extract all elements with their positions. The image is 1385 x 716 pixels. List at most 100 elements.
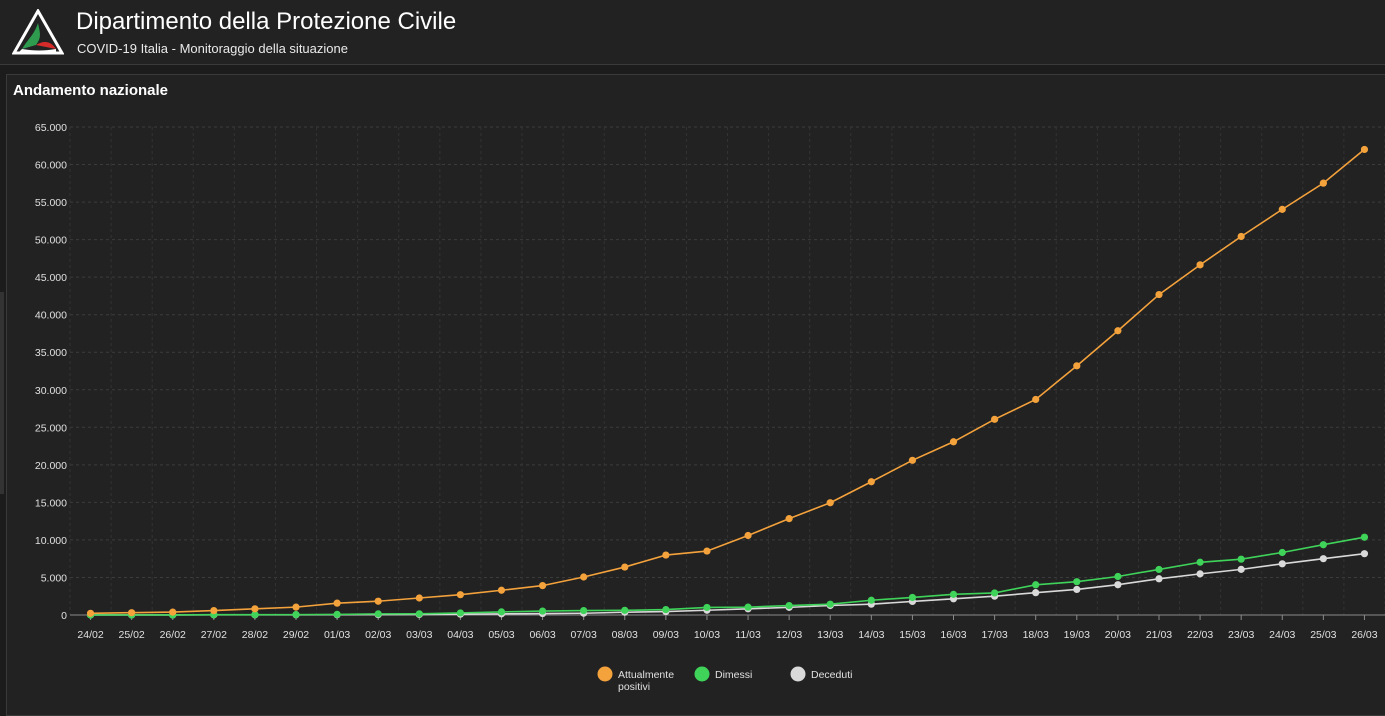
data-point[interactable] [1114, 327, 1122, 335]
data-point[interactable] [1032, 395, 1040, 404]
data-point[interactable] [1073, 362, 1081, 370]
data-point[interactable] [1114, 581, 1122, 589]
x-tick-label: 02/03 [365, 629, 391, 641]
data-point[interactable] [1278, 205, 1286, 213]
data-point[interactable] [703, 603, 711, 612]
data-point[interactable] [1073, 578, 1081, 586]
series-line [90, 148, 1365, 615]
data-point[interactable] [1032, 581, 1040, 589]
x-tick-label: 18/03 [1023, 629, 1049, 641]
data-point[interactable] [1360, 145, 1369, 154]
data-point[interactable] [1319, 179, 1327, 187]
data-point[interactable] [333, 610, 341, 618]
x-tick-label: 05/03 [488, 629, 514, 641]
data-point[interactable] [415, 594, 423, 602]
data-point[interactable] [1196, 558, 1204, 566]
x-tick-label: 21/03 [1146, 629, 1172, 641]
chart-series [86, 145, 1369, 619]
data-point[interactable] [785, 601, 793, 610]
data-point[interactable] [744, 531, 752, 540]
x-tick-label: 20/03 [1105, 629, 1131, 641]
data-point[interactable] [1155, 575, 1163, 583]
data-point[interactable] [538, 607, 547, 615]
data-point[interactable] [1319, 541, 1327, 549]
data-point[interactable] [292, 611, 300, 619]
data-point[interactable] [580, 606, 588, 615]
data-point[interactable] [1196, 261, 1204, 269]
data-point[interactable] [991, 589, 999, 597]
x-tick-label: 16/03 [940, 629, 966, 641]
app-header: Dipartimento della Protezione Civile COV… [0, 0, 1385, 65]
data-point[interactable] [1196, 570, 1204, 578]
y-tick-label: 65.000 [35, 122, 67, 134]
data-point[interactable] [949, 590, 958, 598]
data-point[interactable] [1278, 548, 1286, 557]
data-point[interactable] [128, 609, 136, 617]
data-point[interactable] [1032, 589, 1040, 597]
data-point[interactable] [1319, 555, 1327, 563]
data-point[interactable] [1237, 555, 1245, 563]
data-point[interactable] [1360, 533, 1369, 541]
data-point[interactable] [456, 609, 464, 617]
legend-label: positivi [618, 681, 650, 693]
data-point[interactable] [621, 606, 629, 614]
data-point[interactable] [292, 603, 300, 611]
data-point[interactable] [497, 608, 506, 616]
chart-axes: 0 5.000 10.000 15.000 20.000 25.000 30.000 35.0… [35, 122, 1385, 641]
y-tick-label: 50.000 [35, 235, 67, 247]
data-point[interactable] [86, 609, 95, 617]
data-point[interactable] [1155, 290, 1163, 299]
data-point[interactable] [497, 586, 506, 594]
data-point[interactable] [374, 597, 382, 605]
x-tick-label: 12/03 [776, 629, 802, 641]
x-tick-label: 25/02 [119, 629, 145, 641]
x-tick-label: 10/03 [694, 629, 720, 641]
data-point[interactable] [251, 611, 259, 619]
protezione-civile-logo-icon [12, 9, 64, 55]
data-point[interactable] [949, 438, 958, 446]
legend-item[interactable]: Dimessi [694, 666, 753, 682]
data-point[interactable] [1155, 565, 1163, 574]
panel-title: Andamento nazionale [13, 82, 169, 99]
data-point[interactable] [662, 551, 670, 559]
side-scroll-handle[interactable] [0, 292, 4, 494]
data-point[interactable] [991, 415, 999, 423]
data-point[interactable] [867, 596, 875, 604]
data-point[interactable] [621, 563, 629, 571]
data-point[interactable] [580, 573, 588, 581]
data-point[interactable] [415, 610, 423, 618]
data-point[interactable] [662, 605, 670, 614]
data-point[interactable] [210, 606, 218, 615]
x-tick-label: 03/03 [406, 629, 432, 641]
data-point[interactable] [1278, 560, 1286, 568]
x-tick-label: 26/03 [1351, 629, 1377, 641]
data-point[interactable] [1237, 565, 1245, 573]
data-point[interactable] [826, 600, 834, 608]
data-point[interactable] [374, 610, 382, 618]
data-point[interactable] [703, 547, 711, 555]
data-point[interactable] [333, 599, 341, 607]
x-tick-label: 04/03 [447, 629, 473, 641]
data-point[interactable] [867, 478, 875, 486]
data-point[interactable] [169, 608, 177, 616]
data-point[interactable] [826, 499, 834, 507]
data-point[interactable] [744, 603, 752, 611]
legend-label: Attualmente [618, 669, 674, 681]
x-tick-label: 11/03 [735, 629, 761, 641]
data-point[interactable] [1237, 232, 1245, 241]
legend-swatch [694, 666, 710, 682]
data-point[interactable] [908, 456, 917, 464]
data-point[interactable] [456, 591, 464, 599]
data-point[interactable] [785, 515, 793, 523]
data-point[interactable] [251, 605, 259, 613]
data-point[interactable] [538, 581, 547, 590]
data-point[interactable] [1073, 585, 1081, 594]
data-point[interactable] [1114, 572, 1122, 581]
y-tick-label: 5.000 [41, 572, 67, 584]
legend-item[interactable]: Deceduti [790, 666, 853, 682]
x-tick-label: 29/02 [283, 629, 309, 641]
data-point[interactable] [1360, 550, 1369, 558]
data-point[interactable] [908, 593, 917, 602]
